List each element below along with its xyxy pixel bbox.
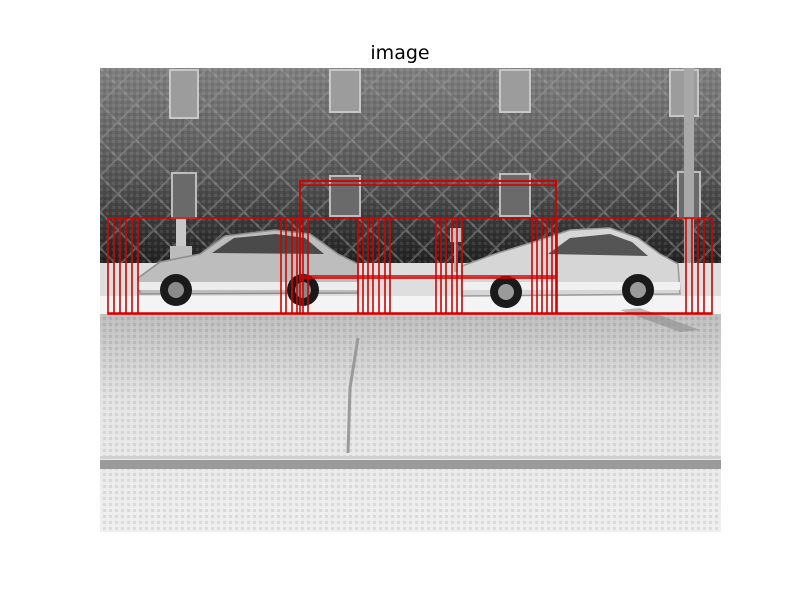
building-wall (100, 68, 721, 268)
street-image (100, 68, 721, 532)
road (100, 314, 721, 532)
figure-title: image (370, 42, 430, 64)
detection-boxes (107, 180, 713, 315)
parking-meter (450, 228, 462, 272)
street-pole (684, 68, 694, 268)
curb (100, 296, 721, 314)
